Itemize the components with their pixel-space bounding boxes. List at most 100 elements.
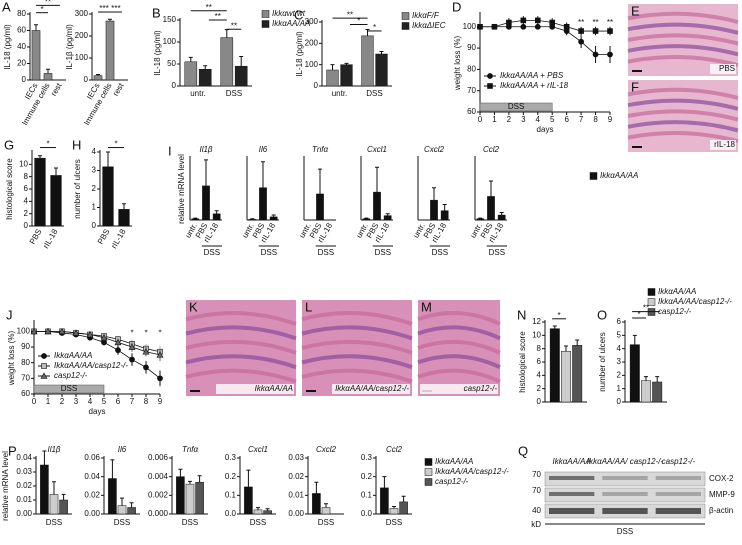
bar	[34, 157, 46, 227]
bar	[184, 61, 198, 87]
error-bar	[432, 187, 436, 201]
x-tick-label: 9	[608, 115, 613, 124]
tissue-layer	[627, 44, 739, 57]
tissue-layer	[627, 33, 739, 46]
x-axis-label: DSS	[114, 518, 130, 527]
y-tick-label: 8	[537, 344, 542, 353]
bar	[49, 494, 59, 515]
dss-band	[479, 102, 553, 112]
error-bar	[106, 151, 110, 167]
bar	[43, 73, 53, 81]
x-tick-label: 3	[74, 397, 79, 406]
x-tick-label: 3	[521, 115, 526, 124]
y-tick-label: 2	[24, 209, 29, 218]
bar	[561, 351, 571, 403]
y-tick-label: 0	[172, 81, 177, 90]
label-bg	[710, 140, 736, 150]
tissue-layer	[627, 11, 739, 24]
legend-label: IkkαAA/AA/casp12-/-	[435, 467, 509, 476]
bar	[117, 505, 127, 515]
bar	[176, 476, 185, 515]
legend-label: IkkαF/F	[412, 11, 440, 20]
x-axis-label: DSS	[250, 518, 266, 527]
error-bar	[34, 24, 38, 31]
blot-band	[549, 508, 595, 514]
y-tick-label: 0.01	[288, 490, 304, 499]
bar	[361, 35, 374, 87]
x-tick-label: DSS	[366, 89, 382, 98]
error-bar	[110, 459, 115, 479]
error-bar	[122, 203, 126, 210]
legend-label: Ikkαwt/wt	[272, 9, 306, 18]
label-bg	[332, 384, 410, 394]
bar	[487, 196, 495, 221]
blot-row: MMP-9	[709, 490, 735, 499]
point	[128, 343, 136, 350]
bar	[269, 216, 278, 221]
y-tick-label: 200	[75, 31, 89, 40]
x-tick-label: 5	[550, 115, 555, 124]
y-tick-label: 0.03	[288, 453, 304, 462]
bar	[373, 191, 381, 221]
bar	[326, 69, 339, 87]
x-tick-label: untr.	[190, 89, 206, 98]
legend-label: IkkαAA/AA + PBS	[500, 71, 564, 80]
bar	[220, 37, 234, 87]
x-axis-label: DSS	[261, 248, 277, 257]
bar	[195, 482, 204, 515]
y-tick-label: 100	[163, 37, 177, 46]
tissue-layer	[185, 354, 297, 370]
sig-label: *	[144, 329, 147, 338]
y-tick-label: 0.3	[225, 453, 237, 462]
y-tick-label: 1	[92, 203, 97, 212]
blot-row: COX-2	[709, 474, 734, 483]
panel-letter: D	[452, 0, 461, 14]
tissue-layer	[185, 368, 297, 384]
sig-label: **	[347, 10, 353, 19]
y-tick-label: 0.1	[361, 490, 373, 499]
y-tick-label: 5	[617, 330, 622, 339]
error-bar	[256, 507, 260, 510]
x-tick-label: 4	[88, 397, 93, 406]
bar	[31, 30, 41, 81]
error-bar	[330, 64, 335, 70]
y-tick-label: 0.000	[148, 509, 169, 518]
x-axis-label: DSS	[617, 527, 633, 536]
sig-label: ***	[99, 4, 108, 13]
blot-marker: 70	[532, 486, 541, 495]
line	[480, 26, 610, 55]
x-tick-label: PBS	[28, 228, 44, 246]
y-axis-label: IL-18 (pg/ml)	[3, 24, 12, 70]
y-tick-label: 90	[21, 342, 30, 351]
error-bar	[265, 508, 270, 511]
blot-band	[602, 476, 648, 480]
blot-band	[655, 476, 701, 480]
legend-label: IkkαΔIEC	[412, 21, 446, 30]
x-axis-label: DSS	[182, 518, 198, 527]
x-tick-label: 4	[536, 115, 541, 124]
legend-label: casp12-/-	[658, 307, 692, 316]
y-tick-label: 90	[467, 43, 476, 52]
tissue-layer	[185, 311, 297, 326]
y-axis-label: weight loss (%)	[7, 331, 16, 387]
x-tick-label: 0	[32, 397, 37, 406]
y-axis-label: IL-18 (pg/ml)	[295, 31, 304, 77]
y-tick-label: 0.2	[225, 472, 237, 481]
bar	[440, 210, 449, 221]
bar	[212, 213, 221, 221]
blot-band	[549, 476, 595, 480]
error-bar	[324, 503, 328, 508]
y-tick-label: 300	[305, 17, 319, 26]
x-tick-label: 9	[158, 397, 163, 406]
tissue-layer	[301, 354, 413, 370]
blot-column: casp12-/-	[662, 457, 696, 466]
x-axis-label: DSS	[204, 248, 220, 257]
sig-label: *	[158, 329, 161, 338]
band-label: DSS	[508, 102, 524, 111]
y-tick-label: 60	[21, 389, 30, 398]
tissue-layer	[301, 311, 413, 326]
bar	[340, 64, 353, 87]
point	[578, 38, 585, 45]
error-bar	[314, 481, 319, 494]
sig-label: **	[231, 21, 237, 30]
